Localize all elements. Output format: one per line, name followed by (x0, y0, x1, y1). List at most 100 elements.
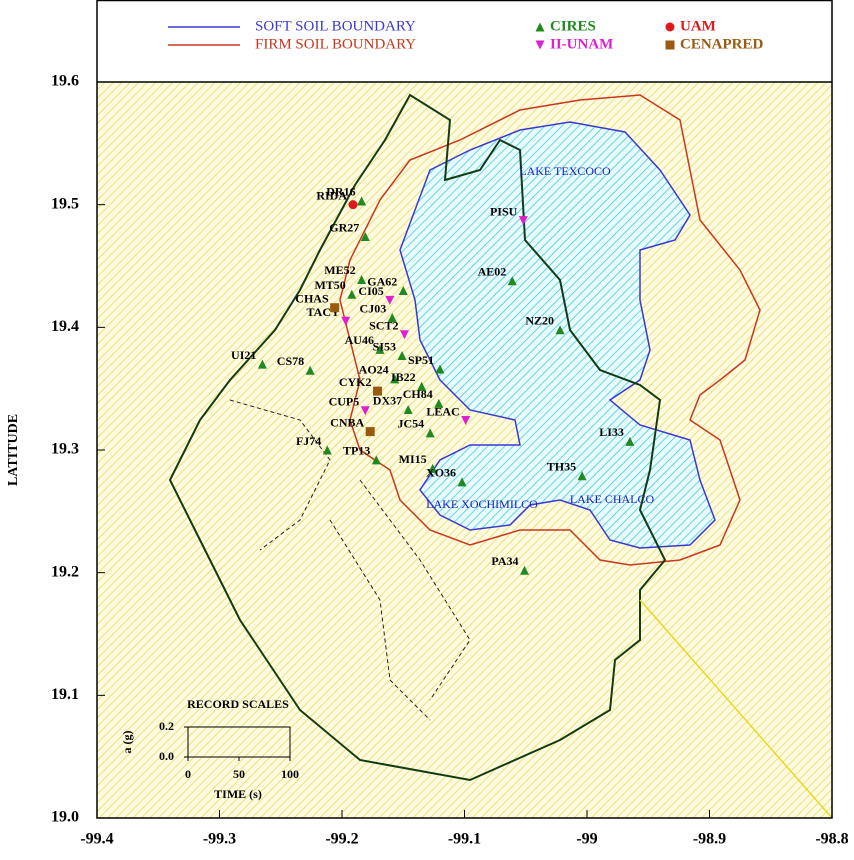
station-marker (555, 325, 565, 335)
x-tick-label: -98.9 (693, 831, 726, 848)
station-marker (375, 344, 385, 354)
station-label: JC54 (398, 417, 425, 431)
station-label: XO36 (426, 466, 456, 480)
station-marker (398, 286, 408, 296)
lake-label: LAKE XOCHIMILCO (426, 497, 538, 511)
station-marker (360, 406, 370, 416)
station-label: AE02 (478, 264, 507, 278)
station-marker (365, 427, 375, 437)
station-marker (257, 359, 267, 369)
station-label: SCT2 (369, 318, 398, 332)
station-label: NZ20 (525, 314, 554, 328)
station-marker (425, 428, 435, 438)
station-label: CS78 (277, 354, 304, 368)
station-label: LEAC (426, 404, 459, 418)
station-marker (390, 374, 400, 384)
station-marker (665, 22, 675, 32)
legend-label: SOFT SOIL BOUNDARY (255, 18, 416, 34)
y-tick-label: 19.2 (51, 563, 79, 580)
station-label: SI53 (373, 339, 396, 353)
station-marker (461, 416, 471, 426)
lake-label: LAKE TEXCOCO (519, 164, 611, 178)
x-tick-label: -99.1 (448, 831, 481, 848)
station-marker (330, 303, 340, 313)
station-marker (385, 295, 395, 305)
x-tick-label: -98.8 (815, 831, 848, 848)
scale-title: RECORD SCALES (187, 697, 289, 711)
station-marker (341, 316, 351, 326)
firm-soil-line (339, 94, 761, 566)
station-label: PA34 (491, 554, 518, 568)
y-tick-label: 19.5 (51, 195, 79, 212)
legend-label: II-UNAM (550, 36, 613, 52)
station-marker (428, 463, 438, 473)
station-label: GA62 (367, 274, 397, 288)
station-label: AO24 (359, 363, 389, 377)
station-marker (518, 216, 528, 226)
scale-x-tick-label: 50 (233, 767, 245, 781)
legend-label: FIRM SOIL BOUNDARY (255, 36, 416, 52)
station-marker (348, 200, 358, 210)
station-label: SP51 (408, 353, 434, 367)
station-marker (371, 455, 381, 465)
y-tick-label: 19.1 (51, 686, 79, 703)
station-marker (457, 477, 467, 487)
x-tick-label: -99 (576, 831, 597, 848)
legend-label: CENAPRED (680, 36, 764, 52)
x-tick-label: -99.3 (203, 831, 236, 848)
station-label: PISU (490, 204, 518, 218)
station-label: FJ74 (296, 434, 321, 448)
station-marker (357, 196, 367, 206)
scale-y-tick-label: 0.0 (159, 749, 174, 763)
scale-x-tick-label: 100 (281, 767, 299, 781)
station-label: RIDA (316, 188, 347, 202)
station-marker (399, 330, 409, 340)
station-label: CHAS (295, 291, 329, 305)
scale-y-label: a (g) (120, 731, 134, 754)
station-marker (397, 351, 407, 361)
scale-y-tick-label: 0.2 (159, 719, 174, 733)
district-border (229, 399, 471, 721)
x-tick-label: -99.4 (80, 831, 113, 848)
station-marker (520, 565, 530, 575)
station-label: UI21 (231, 348, 256, 362)
station-label: CH84 (403, 387, 433, 401)
city-border (168, 93, 667, 782)
station-marker (665, 40, 675, 50)
legend-label: CIRES (550, 18, 596, 34)
legend-label: UAM (680, 18, 716, 34)
station-marker (305, 365, 315, 375)
station-marker (417, 381, 427, 391)
station-marker (535, 22, 545, 32)
y-tick-label: 19.4 (51, 318, 79, 335)
station-marker (577, 471, 587, 481)
station-marker (507, 276, 517, 286)
station-label: MT50 (314, 278, 345, 292)
station-label: CUP5 (329, 394, 360, 408)
station-label: MI15 (399, 452, 427, 466)
station-marker (625, 436, 635, 446)
station-marker (347, 289, 357, 299)
y-axis-label: LATITUDE (6, 414, 21, 486)
y-tick-label: 19.6 (51, 73, 79, 90)
station-marker (373, 386, 383, 396)
station-marker (434, 398, 444, 408)
station-label: IB22 (391, 370, 416, 384)
station-label: GR27 (329, 220, 359, 234)
scale-x-label: TIME (s) (214, 787, 262, 801)
station-label: TH35 (547, 460, 576, 474)
soft-soil-zone (399, 121, 716, 549)
station-label: CNBA (330, 415, 364, 429)
station-marker (387, 313, 397, 323)
y-tick-label: 19.3 (51, 441, 79, 458)
station-label: DX37 (373, 393, 402, 407)
x-tick-label: -99.2 (325, 831, 358, 848)
station-marker (435, 364, 445, 374)
station-label: CJ03 (360, 301, 387, 315)
station-marker (403, 405, 413, 415)
station-label: TP13 (343, 444, 370, 458)
station-marker (357, 274, 367, 284)
station-label: ME52 (324, 263, 355, 277)
station-label: AU46 (345, 333, 374, 347)
